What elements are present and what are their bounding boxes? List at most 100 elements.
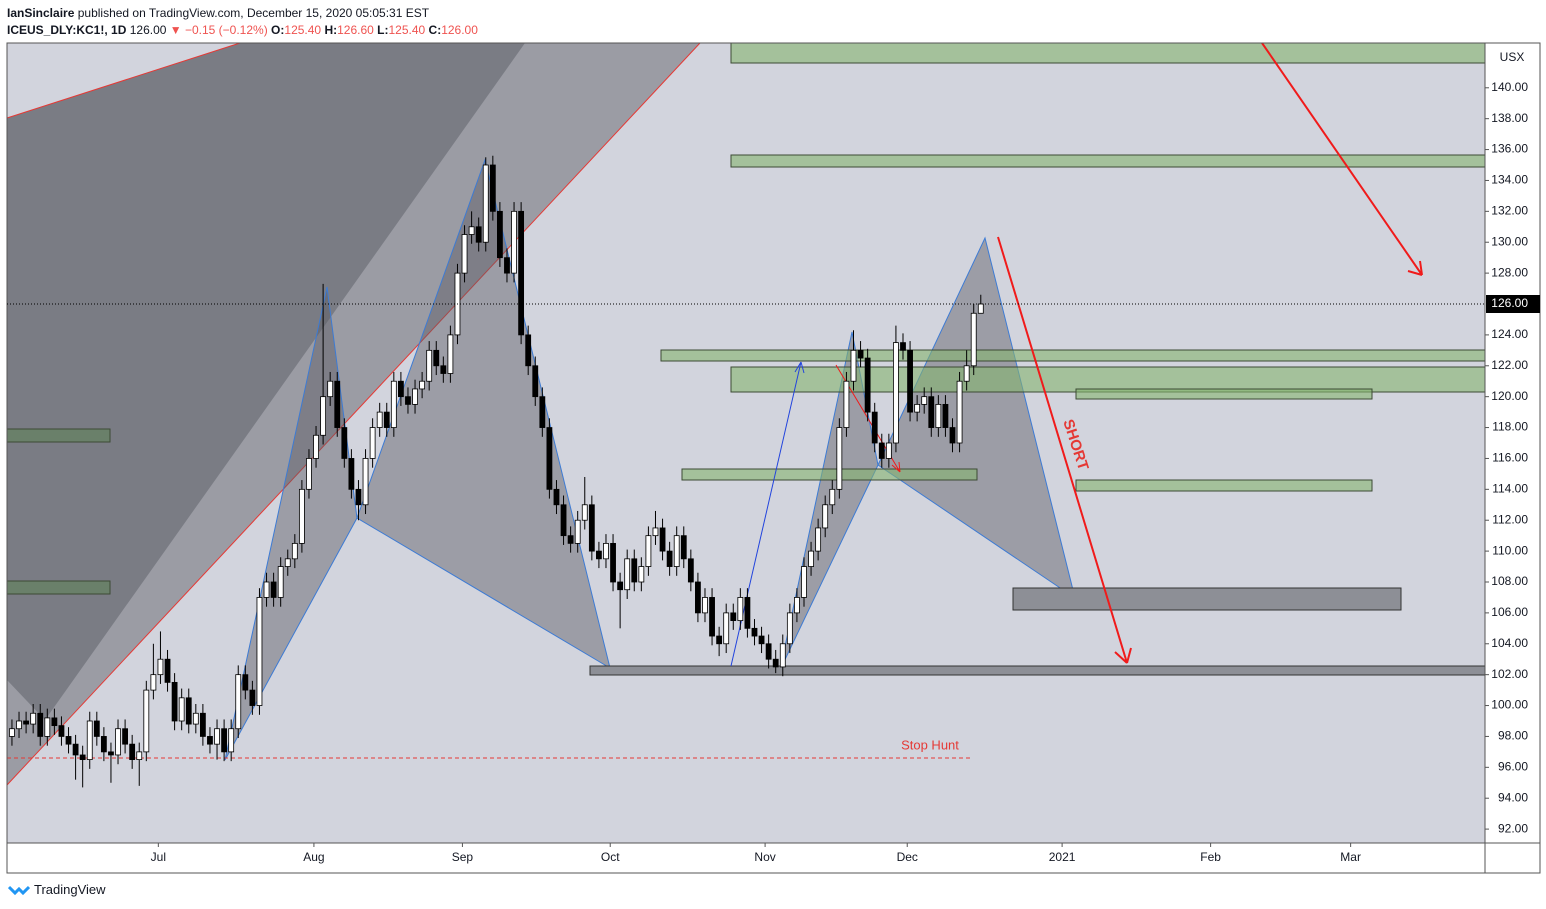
x-tick-label: Oct (601, 850, 620, 864)
y-tick-label: 100.00 (1491, 698, 1528, 712)
candle-body (723, 612, 730, 645)
candle-body (313, 434, 319, 459)
candle-body (758, 635, 765, 645)
candle-body (143, 689, 150, 753)
x-tick-label: Jul (151, 850, 166, 864)
last-price-box (1486, 295, 1540, 314)
candle-body (928, 396, 935, 428)
channel-line (6, 42, 241, 119)
h-value: 126.60 (337, 23, 374, 37)
zone (681, 468, 978, 481)
l-label: L: (377, 23, 389, 37)
candle-body (822, 504, 829, 529)
publisher: IanSinclaire (7, 6, 75, 20)
candle-body (58, 725, 65, 737)
symbol: ICEUS_DLY:KC1!, 1D (7, 23, 127, 37)
y-tick-label: 122.00 (1491, 358, 1528, 372)
y-tick-label: 92.00 (1498, 821, 1528, 835)
candle-body (461, 234, 468, 274)
candle-body (638, 566, 645, 583)
candle-body (284, 558, 291, 567)
candle-body (942, 403, 949, 428)
annotation: Stop Hunt (901, 737, 959, 752)
candle-body (115, 728, 121, 756)
candle-body (369, 427, 376, 459)
candle-body (426, 349, 433, 382)
candle-body (221, 728, 228, 753)
candle-body (666, 550, 673, 567)
y-tick-label: 118.00 (1492, 420, 1528, 434)
candle-body (588, 504, 595, 552)
candle-body (518, 210, 525, 336)
zone (1012, 587, 1402, 611)
candle-body (730, 612, 737, 622)
x-tick-label: Feb (1200, 850, 1221, 864)
candle-body (645, 535, 652, 567)
candle-body (489, 164, 496, 212)
currency: USX (1500, 50, 1525, 64)
x-tick-label: Mar (1340, 850, 1361, 864)
header: IanSinclaire published on TradingView.co… (7, 5, 478, 39)
y-tick-label: 138.00 (1491, 111, 1528, 125)
candle-body (878, 442, 885, 459)
logo (8, 885, 30, 895)
candle-body (850, 349, 857, 382)
candle-body (150, 674, 157, 691)
candle-body (949, 427, 956, 444)
candle-body (397, 380, 404, 398)
zone (6, 428, 111, 443)
x-tick-label: Nov (754, 850, 775, 864)
candle-body (475, 226, 482, 243)
c-label: C: (428, 23, 442, 37)
y-tick-label: 134.00 (1491, 173, 1528, 187)
chart: Stop Hunt SHORT USX 92.0094.0096.0098.00… (6, 42, 1541, 874)
zone (589, 665, 1486, 676)
x-tick-label: Aug (303, 850, 324, 864)
candle-body (23, 720, 29, 725)
x-tick-label: 2021 (1049, 850, 1076, 864)
candle-body (504, 257, 510, 274)
y-tick-label: 114.00 (1492, 482, 1528, 496)
candle-body (482, 164, 489, 243)
candle-body (65, 736, 72, 745)
zone (1075, 479, 1373, 492)
candle-body (30, 712, 37, 725)
candle-body (93, 720, 100, 737)
candle-body (100, 736, 107, 753)
candle-body (603, 542, 609, 560)
candle-body (709, 597, 715, 637)
candle-body (157, 658, 164, 676)
candle-body (744, 597, 751, 629)
price: 126.00 (129, 23, 167, 37)
x-tick-label: Dec (897, 850, 918, 864)
candle-body (376, 411, 383, 428)
candle-body (779, 643, 786, 668)
arrow (1261, 42, 1423, 276)
candle-body (320, 396, 327, 436)
candle-body (914, 403, 921, 413)
candle-body (885, 442, 892, 459)
candle-body (553, 488, 560, 506)
y-tick-label: 130.00 (1491, 234, 1528, 248)
candle-body (199, 712, 206, 737)
h-label: H: (324, 23, 338, 37)
candle-body (86, 720, 93, 761)
candle-body (610, 542, 616, 583)
candle-body (419, 380, 426, 390)
y-tick-label: 104.00 (1491, 636, 1528, 650)
arrow (997, 236, 1132, 664)
candle-body (794, 597, 800, 614)
pattern-triangle (356, 158, 611, 670)
y-tick-label: 110.00 (1492, 543, 1528, 557)
y-tick-label: 128.00 (1491, 265, 1528, 279)
y-tick-label: 116.00 (1492, 451, 1528, 465)
y-tick-label: 94.00 (1498, 790, 1528, 804)
y-tick-label: 124.00 (1491, 327, 1528, 341)
candle-body (716, 635, 723, 645)
candle-body (808, 550, 814, 567)
y-tick-label: 120.00 (1491, 389, 1528, 403)
candle-body (596, 550, 602, 560)
candle-body (864, 357, 871, 413)
candle-body (539, 396, 546, 428)
y-tick-label: 106.00 (1491, 605, 1528, 619)
